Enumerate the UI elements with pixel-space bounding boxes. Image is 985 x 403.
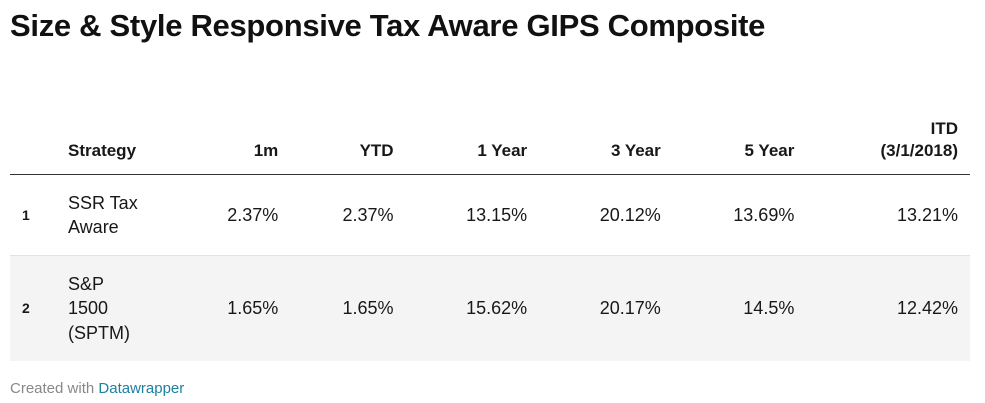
- row-index: 1: [10, 174, 68, 256]
- 1m-cell: 2.37%: [175, 174, 291, 256]
- itd-cell: 13.21%: [806, 174, 970, 256]
- itd-header-line2: (3/1/2018): [880, 140, 959, 160]
- strategy-cell: S&P 1500 (SPTM): [68, 255, 175, 361]
- strategy-line: S&P: [68, 274, 105, 295]
- data-table: Strategy 1m YTD 1 Year 3 Year 5 Year ITD…: [10, 100, 970, 361]
- strategy-line: Aware: [68, 217, 119, 237]
- itd-header[interactable]: ITD (3/1/2018): [806, 100, 970, 175]
- 3-year-header[interactable]: 3 Year: [539, 100, 673, 175]
- footer: Created with Datawrapper: [10, 380, 184, 397]
- row-index: 2: [10, 255, 68, 361]
- 1-year-header[interactable]: 1 Year: [405, 100, 540, 175]
- index-header: [10, 100, 68, 175]
- 3-year-cell: 20.17%: [539, 255, 673, 361]
- 3-year-cell: 20.12%: [539, 174, 673, 256]
- chart-title: Size & Style Responsive Tax Aware GIPS C…: [10, 8, 766, 43]
- 5-year-header[interactable]: 5 Year: [672, 100, 807, 175]
- 1-year-cell: 13.15%: [405, 174, 540, 256]
- 1-year-cell: 15.62%: [405, 255, 540, 361]
- 5-year-cell: 13.69%: [672, 174, 807, 256]
- table-row: 1 SSR Tax Aware 2.37% 2.37% 13.15% 20.12…: [10, 174, 970, 256]
- itd-cell: 12.42%: [806, 255, 970, 361]
- itd-header-line1: ITD: [930, 118, 958, 138]
- 1m-header[interactable]: 1m: [175, 100, 291, 175]
- datawrapper-link[interactable]: Datawrapper: [98, 380, 185, 397]
- header-row: Strategy 1m YTD 1 Year 3 Year 5 Year ITD…: [10, 100, 970, 175]
- ytd-header[interactable]: YTD: [290, 100, 406, 175]
- strategy-header[interactable]: Strategy: [68, 100, 175, 175]
- ytd-cell: 2.37%: [290, 174, 406, 256]
- table-row: 2 S&P 1500 (SPTM) 1.65% 1.65% 15.62% 20.…: [10, 255, 970, 361]
- 5-year-cell: 14.5%: [672, 255, 807, 361]
- strategy-line: (SPTM): [68, 322, 130, 343]
- strategy-cell: SSR Tax Aware: [68, 174, 175, 256]
- footer-prefix: Created with: [10, 380, 95, 397]
- strategy-line: 1500: [68, 298, 109, 319]
- 1m-cell: 1.65%: [175, 255, 291, 361]
- ytd-cell: 1.65%: [290, 255, 406, 361]
- strategy-line: SSR Tax: [68, 192, 138, 213]
